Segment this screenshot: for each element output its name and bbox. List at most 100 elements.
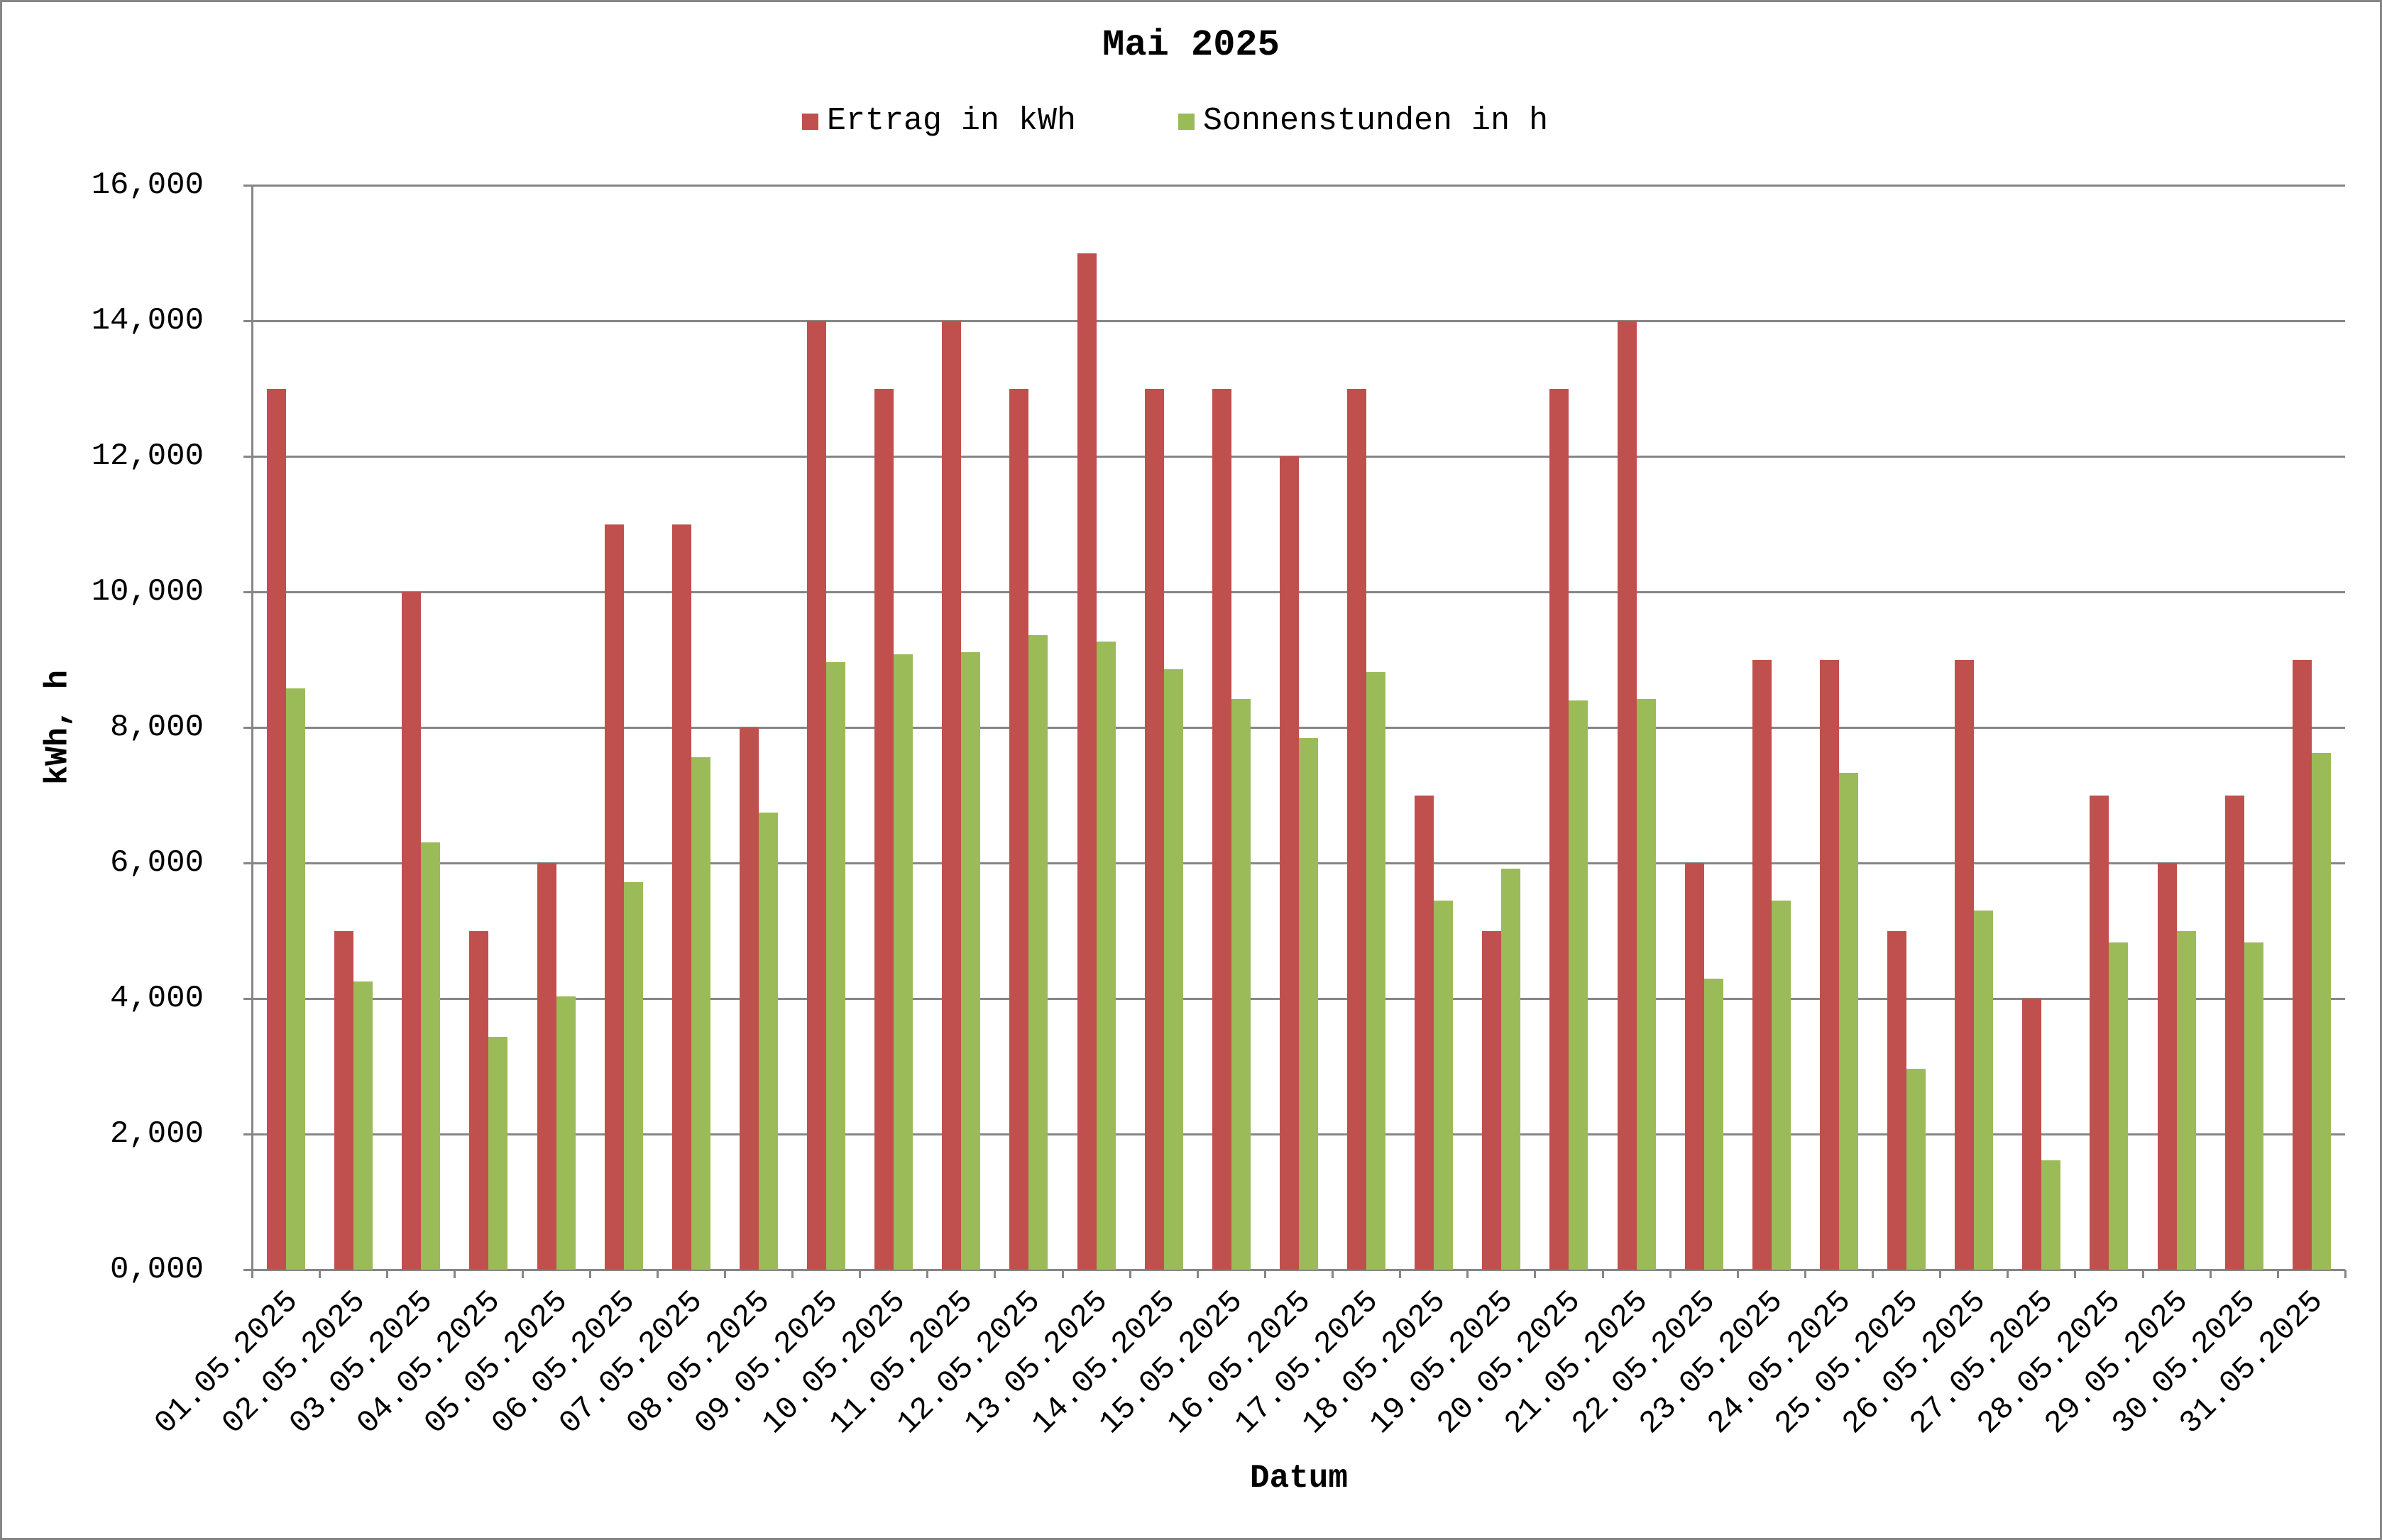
x-tick	[926, 1270, 929, 1278]
bar-ertrag	[1144, 388, 1164, 1270]
bar-ertrag	[537, 863, 556, 1270]
y-tick-label: 16,000	[91, 167, 204, 203]
chart-title: Mai 2025	[1102, 24, 1280, 66]
legend-label-ertrag: Ertrag in kWh	[827, 103, 1077, 139]
bar-ertrag	[1549, 388, 1569, 1270]
legend: Ertrag in kWh Sonnenstunden in h	[0, 105, 2382, 138]
x-tick	[1872, 1270, 1875, 1278]
x-tick	[1736, 1270, 1739, 1278]
x-axis-line	[243, 1269, 2345, 1271]
bar-ertrag	[2157, 863, 2177, 1270]
bar-sonnenstunden	[556, 996, 576, 1270]
y-tick-label: 4,000	[109, 981, 204, 1016]
bar-sonnenstunden	[623, 881, 643, 1270]
gridline	[243, 185, 2345, 187]
x-tick	[1332, 1270, 1334, 1278]
bar-ertrag	[2022, 999, 2042, 1270]
x-tick	[2074, 1270, 2077, 1278]
bar-sonnenstunden	[1163, 669, 1183, 1270]
bar-sonnenstunden	[1636, 698, 1656, 1270]
x-tick	[1939, 1270, 1942, 1278]
x-tick	[1804, 1270, 1806, 1278]
legend-item-ertrag: Ertrag in kWh	[802, 105, 1076, 138]
x-tick	[2344, 1270, 2347, 1278]
bar-ertrag	[1077, 253, 1097, 1270]
bar-sonnenstunden	[1771, 901, 1791, 1270]
x-axis-tick-labels: 01.05.2025 02.05.2025 03.05.2025 04.05.2025…	[148, 1270, 2345, 1483]
bar-sonnenstunden	[1906, 1069, 1926, 1270]
bar-sonnenstunden	[758, 813, 778, 1270]
bar-ertrag	[807, 321, 827, 1270]
bar-ertrag	[739, 727, 759, 1270]
bar-sonnenstunden	[691, 757, 710, 1270]
y-tick-label: 2,000	[109, 1116, 204, 1152]
bar-sonnenstunden	[1366, 671, 1386, 1270]
plot-area	[243, 185, 2347, 1278]
bar-ertrag	[1684, 863, 1704, 1270]
x-tick	[859, 1270, 862, 1278]
bar-sonnenstunden	[894, 654, 913, 1270]
x-tick	[2209, 1270, 2212, 1278]
y-tick-label: 12,000	[91, 439, 204, 474]
bar-ertrag	[1009, 388, 1029, 1270]
x-tick	[791, 1270, 794, 1278]
x-tick	[1601, 1270, 1604, 1278]
x-tick	[1534, 1270, 1537, 1278]
x-tick	[2276, 1270, 2279, 1278]
bar-ertrag	[469, 930, 489, 1270]
bar-ertrag	[1617, 321, 1637, 1270]
y-axis-tick-labels: 0,000 2,000 4,000 6,000 8,000 10,000 12,000 14,…	[0, 170, 252, 1285]
y-tick-label: 0,000	[109, 1252, 204, 1287]
bar-sonnenstunden	[826, 662, 846, 1270]
bar-ertrag	[1415, 795, 1434, 1270]
x-tick	[1263, 1270, 1266, 1278]
x-tick	[319, 1270, 322, 1278]
bar-ertrag	[604, 524, 624, 1270]
x-tick	[1399, 1270, 1402, 1278]
bar-sonnenstunden	[1434, 900, 1454, 1270]
bar-sonnenstunden	[1974, 910, 1994, 1270]
bar-ertrag	[267, 388, 286, 1270]
bar-ertrag	[1279, 456, 1299, 1270]
bar-ertrag	[2224, 795, 2244, 1270]
bar-sonnenstunden	[1298, 738, 1318, 1270]
x-tick	[1196, 1270, 1199, 1278]
bar-ertrag	[942, 321, 962, 1270]
x-tick	[1466, 1270, 1469, 1278]
x-tick	[994, 1270, 997, 1278]
legend-swatch-ertrag	[802, 113, 818, 130]
bar-ertrag	[1819, 659, 1839, 1270]
y-tick-label: 6,000	[109, 845, 204, 881]
bar-ertrag	[1482, 930, 1502, 1270]
x-tick	[1061, 1270, 1064, 1278]
bar-sonnenstunden	[1501, 868, 1521, 1270]
gridline	[243, 320, 2345, 322]
legend-item-sonnenstunden: Sonnenstunden in h	[1178, 105, 1548, 138]
x-tick	[1129, 1270, 1131, 1278]
bar-sonnenstunden	[1838, 773, 1858, 1270]
bar-ertrag	[2292, 659, 2312, 1270]
bar-sonnenstunden	[2244, 942, 2263, 1270]
bar-ertrag	[2090, 795, 2109, 1270]
bar-sonnenstunden	[2176, 930, 2196, 1270]
legend-swatch-sonnenstunden	[1178, 113, 1195, 130]
x-tick	[2141, 1270, 2144, 1278]
x-tick	[588, 1270, 591, 1278]
x-tick	[386, 1270, 389, 1278]
bar-sonnenstunden	[961, 652, 981, 1270]
x-tick	[1669, 1270, 1672, 1278]
bar-sonnenstunden	[2109, 942, 2129, 1270]
bar-ertrag	[1347, 388, 1367, 1270]
bar-ertrag	[1887, 930, 1907, 1270]
bar-sonnenstunden	[2311, 753, 2331, 1270]
x-tick	[2007, 1270, 2009, 1278]
bar-sonnenstunden	[421, 842, 441, 1270]
y-axis-line	[251, 185, 253, 1278]
y-tick-label: 8,000	[109, 710, 204, 745]
bar-ertrag	[671, 524, 691, 1270]
bar-sonnenstunden	[1231, 698, 1251, 1270]
bar-sonnenstunden	[1569, 700, 1588, 1270]
x-tick	[454, 1270, 456, 1278]
y-tick-label: 14,000	[91, 303, 204, 339]
